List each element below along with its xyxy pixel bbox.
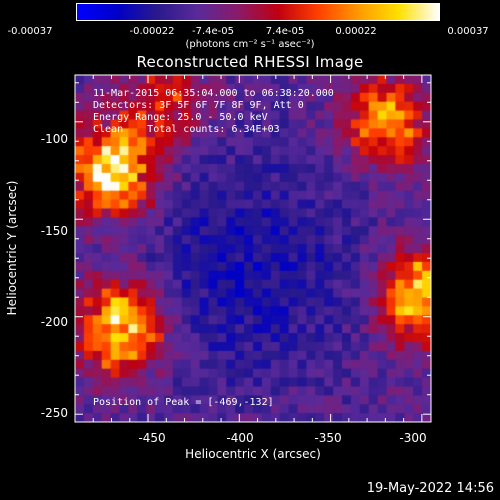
colorbar-tick-label: 0.00037 bbox=[447, 26, 489, 37]
y-tick-label: -250 bbox=[40, 406, 68, 420]
y-tick-label: -200 bbox=[40, 315, 68, 329]
colorbar-tick-label: 0.00022 bbox=[335, 26, 377, 37]
annotation-clean: Clean Total counts: 6.34E+03 bbox=[93, 124, 280, 135]
y-tick-label: -150 bbox=[40, 224, 68, 238]
y-tick-label: -100 bbox=[40, 132, 68, 146]
colorbar-tick-label: 7.4e-05 bbox=[265, 26, 305, 37]
colorbar-tick-label: -7.4e-05 bbox=[192, 26, 234, 37]
colorbar-unit-label: (photons cm⁻² s⁻¹ asec⁻²) bbox=[185, 39, 315, 50]
plot-area bbox=[75, 75, 431, 422]
x-tick-label: -450 bbox=[138, 431, 166, 445]
y-axis-label: Heliocentric Y (arcsec) bbox=[5, 180, 19, 316]
x-axis-label: Heliocentric X (arcsec) bbox=[185, 447, 321, 461]
heatmap-image bbox=[75, 75, 431, 422]
annotation-time-range: 11-Mar-2015 06:35:04.000 to 06:38:20.000 bbox=[93, 88, 334, 99]
colorbar-tick-label: -0.00022 bbox=[129, 26, 175, 37]
x-tick-label: -400 bbox=[226, 431, 254, 445]
annotation-peak: Position of Peak = [-469,-132] bbox=[93, 397, 274, 408]
footer-date: 19-May-2022 14:56 bbox=[366, 481, 494, 496]
plot-frame bbox=[74, 74, 432, 423]
annotation-energy: Energy Range: 25.0 - 50.0 keV bbox=[93, 112, 268, 123]
colorbar bbox=[76, 3, 440, 21]
x-tick-label: -350 bbox=[314, 431, 342, 445]
colorbar-tick-label: -0.00037 bbox=[7, 26, 53, 37]
annotation-detectors: Detectors: 3F 5F 6F 7F 8F 9F, Att 0 bbox=[93, 100, 304, 111]
chart-title: Reconstructed RHESSI Image bbox=[136, 53, 364, 71]
x-tick-label: -300 bbox=[399, 431, 427, 445]
